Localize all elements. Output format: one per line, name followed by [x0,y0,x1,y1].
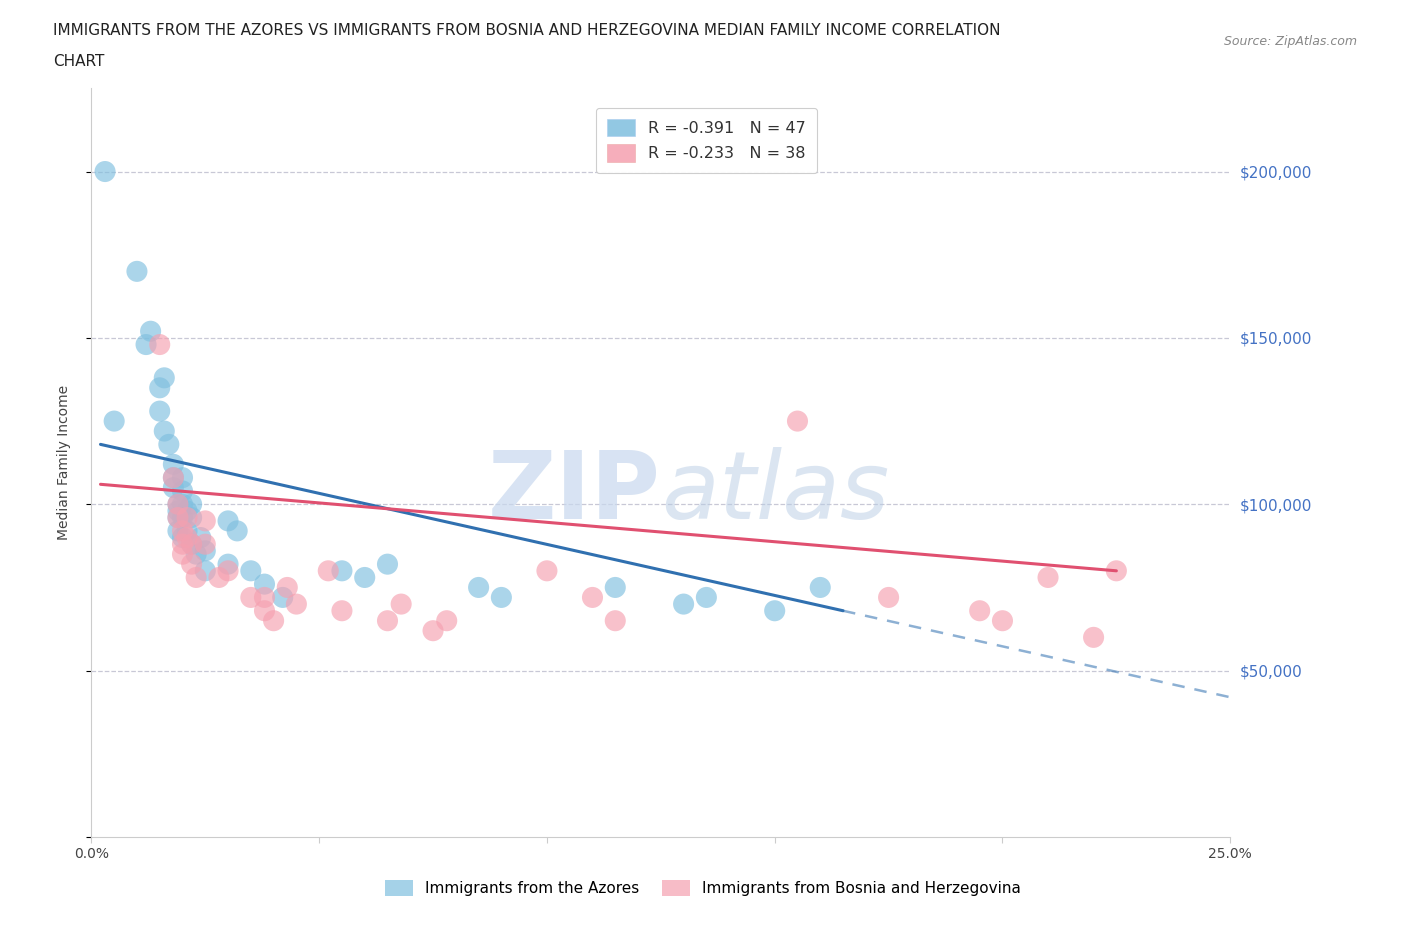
Point [253,577,276,591]
Point [194,564,217,578]
Point [162,457,184,472]
Point [153,424,176,439]
Point [149,380,172,395]
Point [263,613,285,628]
Point [176,503,198,518]
Point [217,513,239,528]
Text: atlas: atlas [661,447,889,538]
Point [353,570,375,585]
Text: IMMIGRANTS FROM THE AZORES VS IMMIGRANTS FROM BOSNIA AND HERZEGOVINA MEDIAN FAMI: IMMIGRANTS FROM THE AZORES VS IMMIGRANTS… [53,23,1001,38]
Point [167,497,190,512]
Point [139,324,162,339]
Point [536,564,558,578]
Point [153,370,176,385]
Point [172,497,194,512]
Point [763,604,786,618]
Legend: R = -0.391   N = 47, R = -0.233   N = 38: R = -0.391 N = 47, R = -0.233 N = 38 [596,108,817,173]
Point [186,547,208,562]
Point [491,590,513,604]
Point [377,557,399,572]
Point [969,604,991,618]
Point [330,564,353,578]
Point [581,590,603,604]
Point [172,537,194,551]
Point [172,547,194,562]
Point [377,613,399,628]
Point [180,511,202,525]
Point [194,513,217,528]
Point [194,537,217,551]
Point [186,570,208,585]
Point [149,404,172,418]
Legend: Immigrants from the Azores, Immigrants from Bosnia and Herzegovina: Immigrants from the Azores, Immigrants f… [375,871,1031,906]
Point [208,570,231,585]
Point [172,484,194,498]
Point [162,471,184,485]
Y-axis label: Median Family Income: Median Family Income [56,385,70,540]
Point [167,511,190,525]
Point [176,511,198,525]
Point [167,511,190,525]
Point [695,590,717,604]
Point [285,597,308,612]
Text: CHART: CHART [53,54,105,69]
Point [253,590,276,604]
Point [125,264,148,279]
Point [167,503,190,518]
Text: ZIP: ZIP [488,446,661,538]
Text: Source: ZipAtlas.com: Source: ZipAtlas.com [1223,35,1357,48]
Point [239,590,262,604]
Point [991,613,1014,628]
Point [672,597,695,612]
Point [172,530,194,545]
Point [217,564,239,578]
Point [157,437,180,452]
Point [330,604,353,618]
Point [172,524,194,538]
Point [176,530,198,545]
Point [103,414,125,429]
Point [180,537,202,551]
Point [172,511,194,525]
Point [162,480,184,495]
Point [180,497,202,512]
Point [167,497,190,512]
Point [167,524,190,538]
Point [180,537,202,551]
Point [194,543,217,558]
Point [271,590,294,604]
Point [149,337,172,352]
Point [94,164,117,179]
Point [316,564,339,578]
Point [135,337,157,352]
Point [877,590,900,604]
Point [1105,564,1128,578]
Point [276,580,298,595]
Point [605,613,627,628]
Point [605,580,627,595]
Point [786,414,808,429]
Point [1036,570,1059,585]
Point [176,524,198,538]
Point [467,580,489,595]
Point [422,623,444,638]
Point [808,580,831,595]
Point [436,613,458,628]
Point [217,557,239,572]
Point [180,557,202,572]
Point [190,530,212,545]
Point [162,471,184,485]
Point [389,597,412,612]
Point [172,471,194,485]
Point [239,564,262,578]
Point [226,524,249,538]
Point [253,604,276,618]
Point [1083,630,1105,644]
